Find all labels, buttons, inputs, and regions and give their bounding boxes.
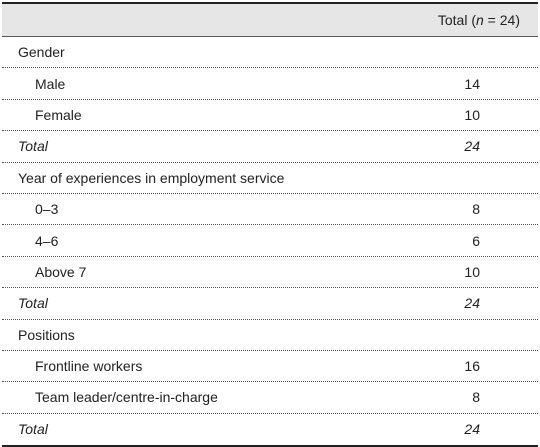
data-row: Female 10: [2, 100, 538, 132]
section-row: Positions: [2, 320, 538, 351]
row-value: 10: [464, 263, 480, 280]
row-value: 14: [464, 75, 480, 92]
row-value: 8: [472, 389, 480, 406]
section-row: Year of experiences in employment servic…: [2, 163, 538, 194]
total-label: Total: [18, 421, 48, 438]
row-value: 6: [472, 232, 480, 249]
row-value: 10: [464, 106, 480, 123]
row-label: 4–6: [35, 232, 59, 249]
row-label: 0–3: [35, 201, 59, 218]
total-value: 24: [464, 138, 480, 155]
total-row: Total 24: [2, 131, 538, 163]
data-row: Team leader/centre-in-charge 8: [2, 382, 538, 414]
row-label: Team leader/centre-in-charge: [35, 389, 218, 406]
row-value: 8: [472, 201, 480, 218]
total-row: Total 24: [2, 288, 538, 320]
section-label: Gender: [18, 44, 65, 61]
row-label: Male: [35, 75, 66, 92]
section-label: Year of experiences in employment servic…: [18, 169, 285, 186]
data-row: 4–6 6: [2, 225, 538, 257]
total-label: Total: [18, 138, 48, 155]
row-label: Above 7: [35, 263, 87, 280]
data-row: 0–3 8: [2, 194, 538, 226]
row-label: Female: [35, 106, 82, 123]
row-value: 16: [464, 358, 480, 375]
header-text: = 24): [483, 12, 520, 28]
header-text: n: [476, 12, 484, 28]
total-label: Total: [18, 295, 48, 312]
section-label: Positions: [18, 326, 75, 343]
data-row: Male 14: [2, 68, 538, 100]
total-row: Total 24: [2, 414, 538, 445]
header-row: Total (n = 24): [2, 4, 538, 37]
section-row: Gender: [2, 37, 538, 69]
row-label: Frontline workers: [35, 358, 143, 375]
total-value: 24: [464, 295, 480, 312]
total-value: 24: [464, 421, 480, 438]
data-row: Above 7 10: [2, 257, 538, 289]
data-row: Frontline workers 16: [2, 351, 538, 383]
header-text: Total (: [437, 12, 476, 28]
